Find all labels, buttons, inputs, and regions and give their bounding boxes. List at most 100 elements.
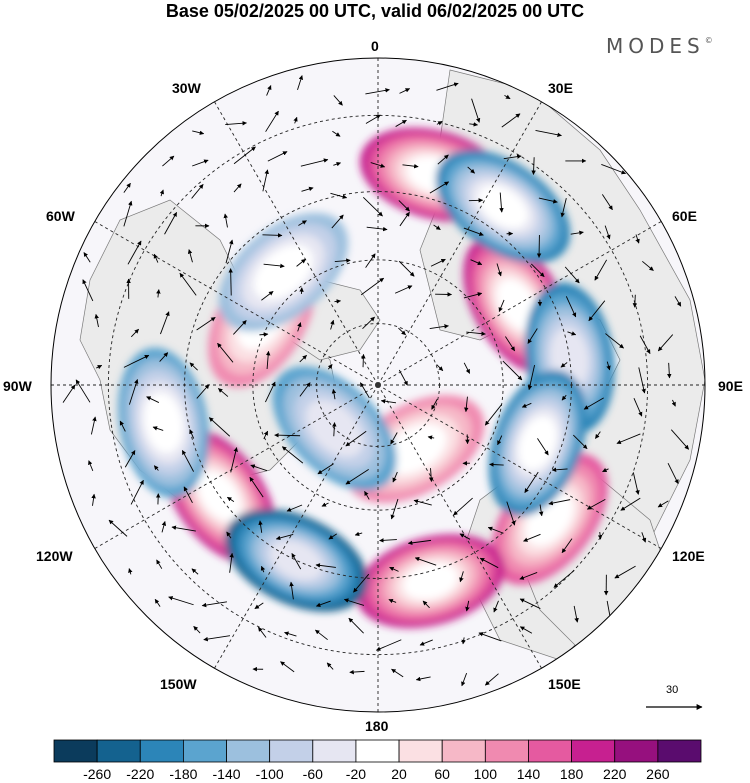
wind-arrow: [436, 364, 444, 371]
wind-arrow: [75, 379, 91, 403]
wind-arrow: [465, 600, 470, 612]
wind-arrow: [535, 129, 562, 137]
wind-arrow: [196, 384, 210, 399]
brand-text: MODES: [606, 34, 705, 58]
wind-arrow: [299, 354, 307, 363]
wind-arrow: [191, 184, 204, 199]
wind-arrow: [225, 239, 234, 264]
wind-arrow: [459, 571, 464, 583]
lon-label-0: 0: [371, 38, 379, 54]
wind-arrow: [428, 468, 434, 483]
wind-arrow: [573, 605, 579, 623]
lon-label-120w: 120W: [36, 548, 73, 564]
wind-arrow: [602, 467, 609, 473]
wind-arrow: [674, 296, 682, 307]
wind-arrow: [315, 600, 331, 607]
wind-arrow: [159, 352, 169, 362]
wind-arrow: [201, 601, 228, 608]
lon-label-150e: 150E: [548, 676, 581, 692]
wind-arrow: [561, 394, 567, 401]
wind-arrow: [390, 498, 399, 520]
colorbar-tick: 60: [434, 766, 450, 782]
colorbar-segment: [398, 739, 443, 763]
wind-arrow: [349, 669, 365, 675]
wind-arrow: [614, 565, 636, 579]
wind-arrow: [364, 490, 370, 500]
wind-arrow: [233, 146, 256, 165]
wind-arrow: [407, 539, 432, 546]
wind-arrow: [365, 88, 390, 95]
wind-arrow: [499, 192, 504, 213]
wind-arrow: [561, 538, 573, 554]
wind-arrow: [437, 154, 449, 165]
wind-arrow: [189, 362, 198, 371]
wind-arrow: [502, 360, 523, 381]
wind-arrow: [506, 501, 516, 526]
wind-arrow: [531, 157, 536, 175]
anomaly-band: [253, 244, 314, 300]
wind-arrow: [667, 462, 679, 485]
wind-arrow: [156, 559, 163, 569]
wind-arrow: [315, 563, 336, 568]
wind-arrow: [192, 130, 205, 135]
wind-arrow: [82, 279, 94, 302]
wind-vectors: [62, 75, 690, 687]
wind-arrow: [333, 161, 342, 167]
wind-arrow: [519, 572, 538, 580]
wind-arrow: [362, 196, 383, 217]
lon-label-180: 180: [365, 718, 389, 734]
wind-arrow: [463, 292, 483, 299]
lon-label-60w: 60W: [46, 208, 75, 224]
wind-arrow: [300, 158, 329, 167]
wind-arrow: [436, 82, 459, 91]
wind-arrow: [467, 166, 475, 174]
wind-arrow: [281, 446, 304, 464]
anomaly-band: [402, 562, 459, 600]
colorbar-tick: 140: [516, 766, 541, 782]
wind-arrow: [390, 432, 398, 445]
wind-arrow: [366, 226, 388, 232]
colorbar-segment: [441, 739, 486, 763]
colorbar-segment: [571, 739, 616, 763]
wind-arrow: [496, 263, 502, 277]
wind-arrow: [586, 498, 606, 510]
colorbar-tick: 20: [391, 766, 407, 782]
wind-arrow: [505, 336, 516, 352]
positive-anomaly-1: [463, 235, 572, 374]
colorbar-segment: [269, 739, 314, 763]
wind-arrow: [90, 416, 97, 435]
wind-arrow: [257, 626, 267, 638]
wind-arrow: [572, 434, 588, 450]
wind-arrow: [108, 519, 128, 537]
wind-arrow: [470, 259, 483, 266]
wind-arrow: [530, 263, 545, 277]
latitude-circle: [107, 114, 649, 656]
lon-label-90w: 90W: [3, 378, 32, 394]
colorbar-segment: [614, 739, 659, 763]
negative-anomaly-11: [118, 347, 209, 499]
wind-arrow: [570, 230, 584, 236]
meridian-line: [214, 384, 379, 669]
north-pole-marker: [375, 382, 381, 388]
wind-arrow: [330, 192, 348, 199]
wind-arrow: [419, 639, 433, 646]
wind-arrow: [296, 258, 306, 267]
wind-arrow: [365, 114, 381, 124]
wind-arrow: [181, 450, 194, 472]
wind-arrow: [527, 364, 536, 391]
wind-arrow: [260, 565, 266, 573]
wind-arrow: [289, 581, 294, 600]
map-boundary: [50, 57, 706, 713]
colorbar-segment: [226, 739, 271, 763]
wind-arrow: [398, 200, 410, 212]
wind-arrow: [161, 521, 167, 533]
wind-arrow: [565, 296, 577, 318]
wind-arrow: [375, 639, 402, 651]
colorbar-segment: [657, 739, 702, 763]
wind-arrow: [334, 258, 351, 263]
wind-arrow: [227, 496, 235, 503]
meridian-line: [214, 101, 379, 386]
wind-arrow: [83, 252, 91, 263]
wind-arrow: [402, 163, 419, 169]
